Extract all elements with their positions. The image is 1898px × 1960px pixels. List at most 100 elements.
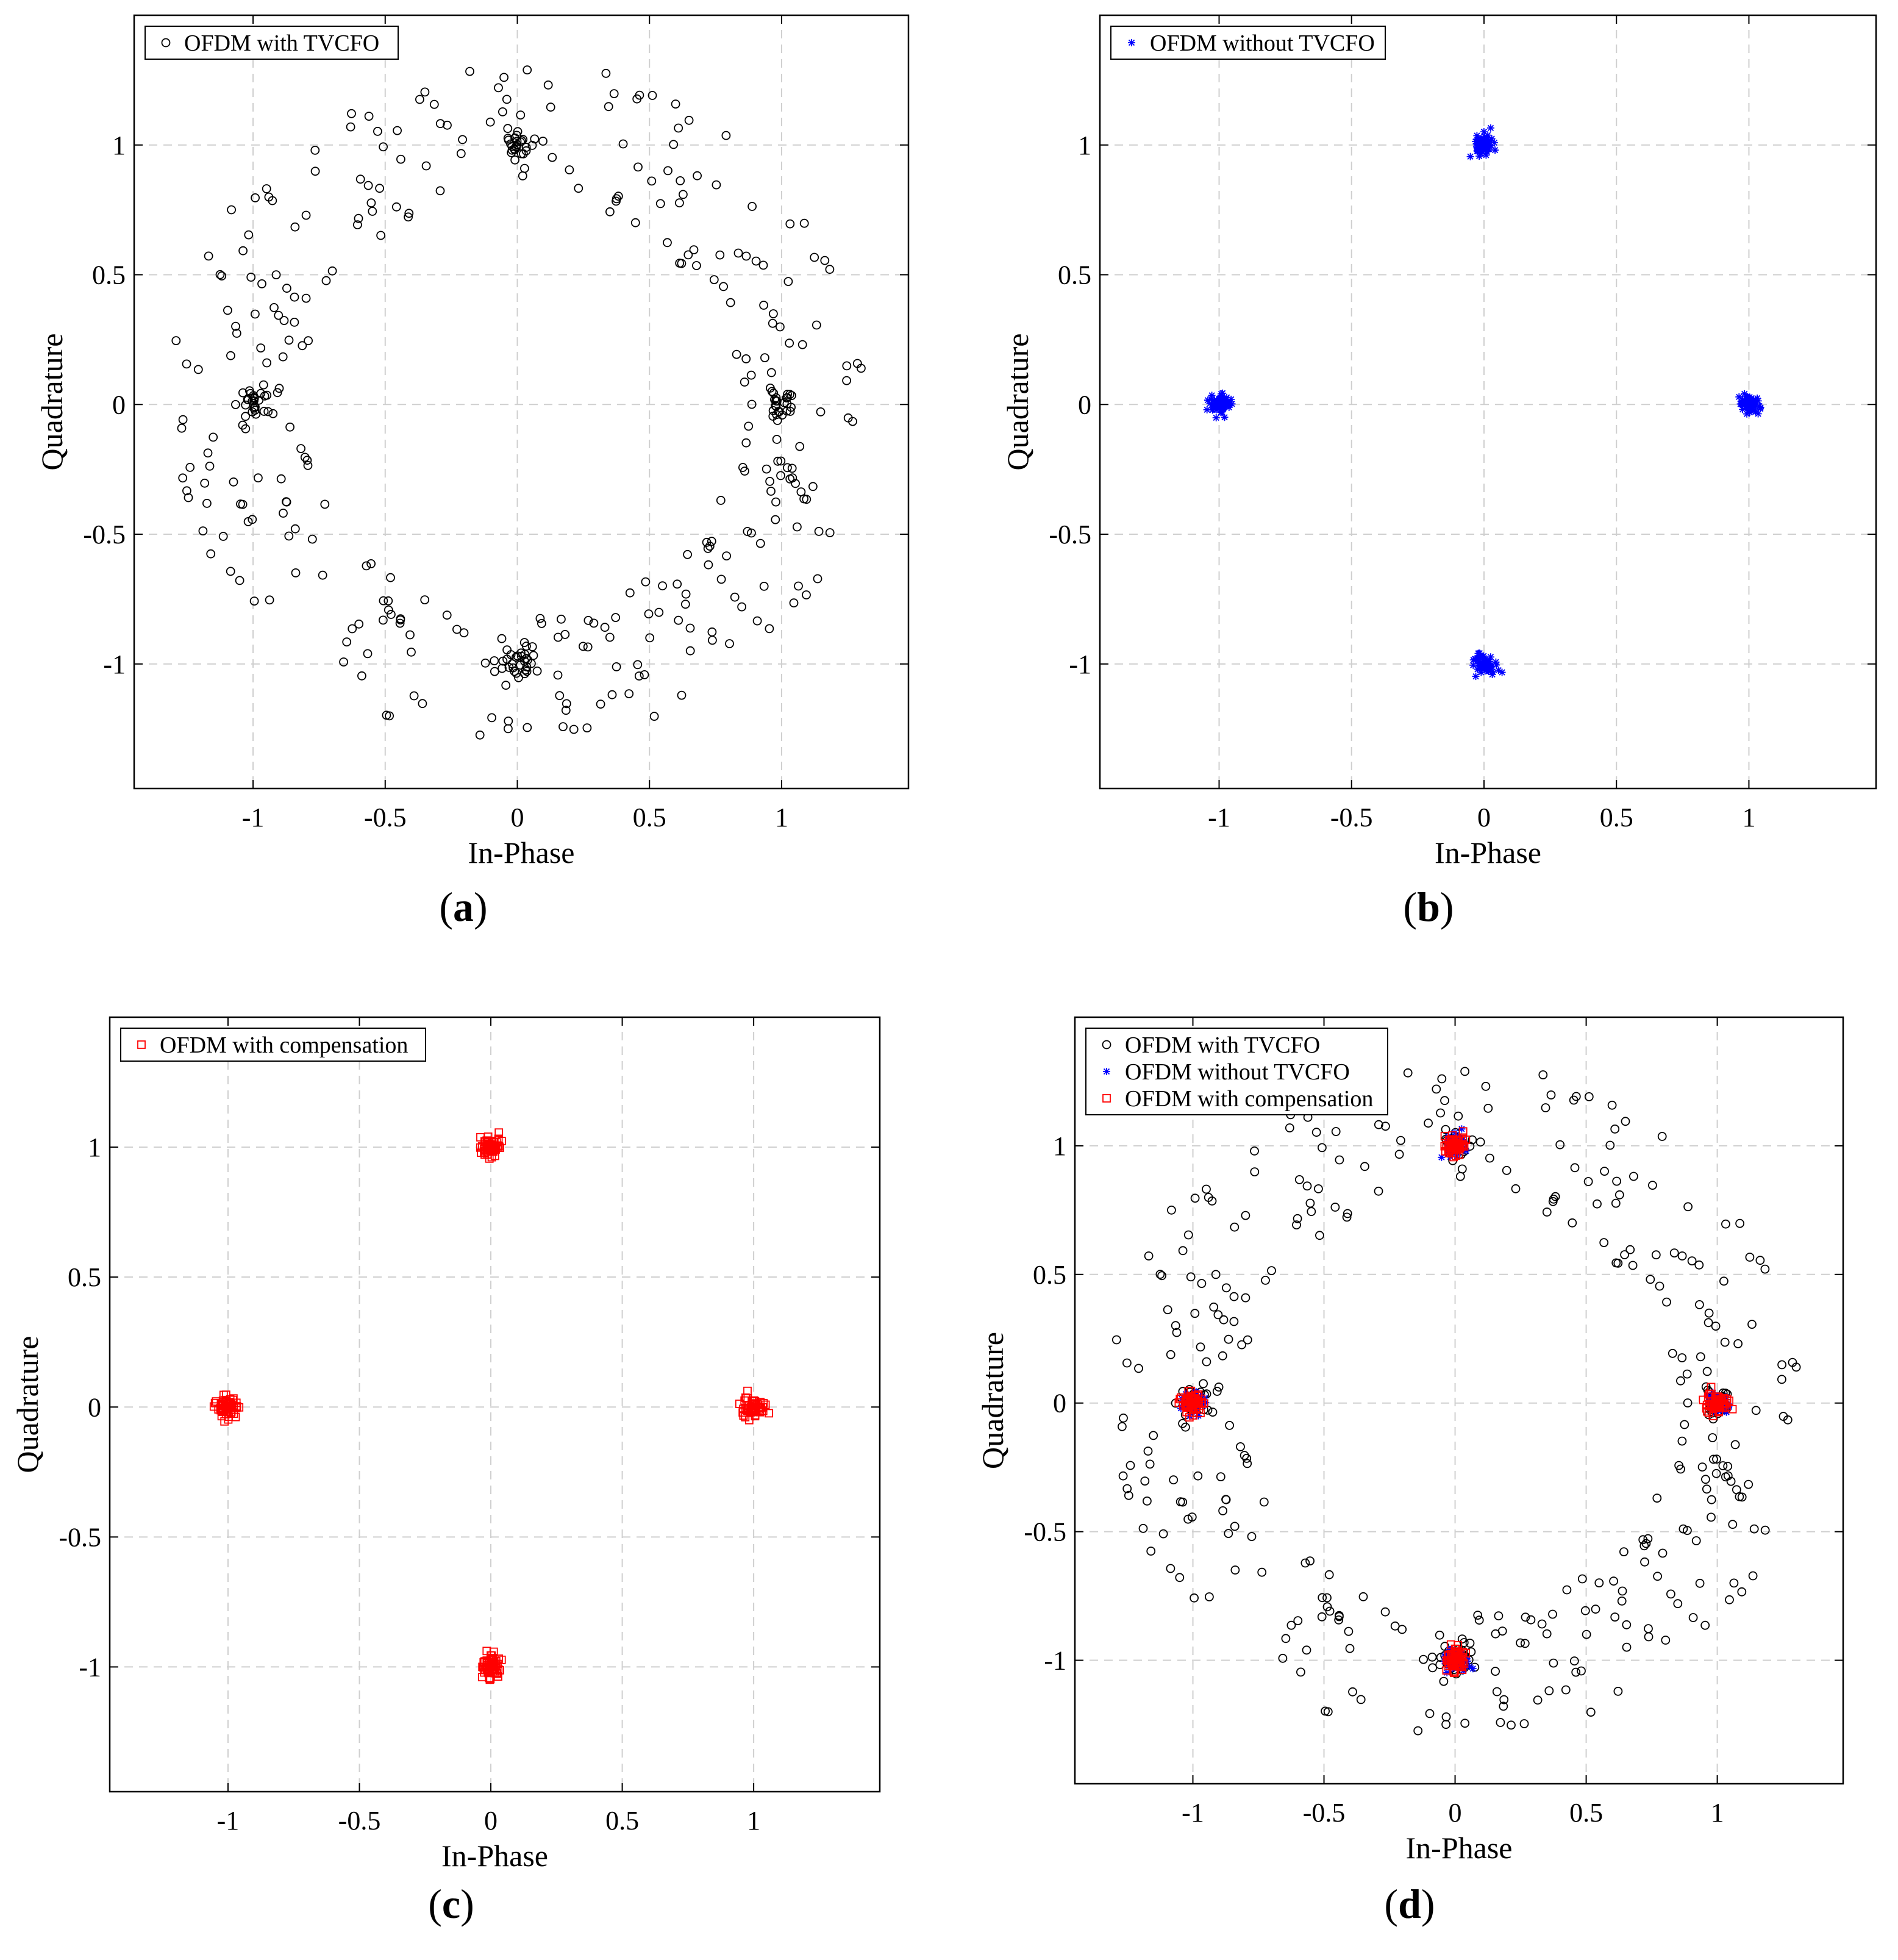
data-point bbox=[452, 624, 462, 634]
data-point bbox=[1243, 1335, 1252, 1345]
data-point bbox=[618, 139, 628, 149]
data-point bbox=[278, 352, 288, 362]
data-point bbox=[502, 95, 512, 104]
data-point bbox=[675, 198, 684, 208]
y-tick-label: 0.5 bbox=[1033, 1260, 1066, 1290]
data-point bbox=[1473, 132, 1481, 140]
data-point bbox=[1499, 1701, 1508, 1711]
data-point bbox=[537, 619, 546, 628]
data-point bbox=[1102, 1040, 1111, 1050]
data-point bbox=[368, 207, 377, 216]
x-tick-label: 0.5 bbox=[1600, 803, 1633, 832]
data-point bbox=[744, 1406, 753, 1415]
data-point bbox=[1342, 1212, 1352, 1222]
data-point bbox=[458, 135, 467, 145]
data-point bbox=[1296, 1667, 1305, 1677]
data-point bbox=[1118, 1422, 1127, 1431]
data-point bbox=[1149, 1431, 1158, 1440]
data-point bbox=[1661, 1636, 1671, 1645]
data-point bbox=[512, 131, 521, 140]
data-point bbox=[582, 723, 592, 732]
caption-close: ) bbox=[1421, 1881, 1435, 1927]
data-point bbox=[513, 651, 523, 660]
data-point bbox=[274, 384, 284, 393]
data-point bbox=[1612, 1176, 1622, 1186]
data-point bbox=[203, 448, 213, 458]
data-point bbox=[1583, 1177, 1593, 1186]
data-point bbox=[198, 526, 208, 535]
data-point bbox=[1302, 1645, 1311, 1655]
x-tick-label: 0.5 bbox=[1569, 1798, 1603, 1828]
legend-box bbox=[120, 1028, 426, 1062]
data-point bbox=[1680, 1420, 1689, 1429]
data-point bbox=[494, 1128, 504, 1137]
data-point bbox=[1441, 1125, 1450, 1134]
data-point bbox=[1216, 1472, 1225, 1482]
caption-letter: b bbox=[1417, 884, 1440, 930]
data-point bbox=[1204, 396, 1211, 404]
data-point bbox=[257, 279, 266, 288]
data-point bbox=[1548, 1609, 1557, 1619]
data-point bbox=[1215, 399, 1222, 407]
data-point bbox=[290, 318, 299, 327]
data-point bbox=[499, 73, 508, 82]
data-point bbox=[1390, 1621, 1400, 1631]
data-point bbox=[307, 534, 317, 544]
data-point bbox=[1427, 1652, 1437, 1662]
data-point bbox=[1212, 414, 1220, 421]
data-point bbox=[1677, 1353, 1687, 1362]
x-tick-label: -0.5 bbox=[338, 1806, 381, 1836]
y-tick-label: 1 bbox=[112, 131, 126, 160]
data-point bbox=[1745, 407, 1753, 415]
data-point bbox=[1726, 1476, 1736, 1486]
data-point bbox=[1718, 1461, 1728, 1470]
data-point bbox=[726, 298, 735, 307]
data-point bbox=[1480, 128, 1488, 136]
data-point bbox=[671, 99, 680, 109]
data-point bbox=[680, 599, 690, 609]
data-point bbox=[238, 246, 248, 256]
data-point bbox=[555, 691, 565, 701]
data-point bbox=[1322, 1602, 1332, 1612]
data-point bbox=[683, 549, 692, 559]
data-point bbox=[1208, 392, 1216, 399]
data-point bbox=[235, 576, 244, 585]
data-point bbox=[1666, 1589, 1675, 1599]
data-point bbox=[799, 218, 809, 228]
data-point bbox=[843, 413, 853, 423]
data-point bbox=[1281, 1634, 1291, 1643]
data-point bbox=[1428, 1663, 1438, 1673]
data-point bbox=[1625, 1245, 1635, 1254]
data-point bbox=[1737, 1492, 1747, 1502]
data-point bbox=[405, 630, 415, 640]
plot-frame bbox=[109, 1016, 881, 1793]
data-point bbox=[1197, 1279, 1207, 1289]
data-point bbox=[1679, 1524, 1688, 1534]
panel-caption: (c) bbox=[428, 1881, 474, 1927]
data-point bbox=[649, 712, 659, 721]
data-point bbox=[1220, 402, 1228, 410]
data-point bbox=[271, 270, 281, 280]
y-tick-label: -1 bbox=[79, 1652, 101, 1682]
data-point bbox=[1611, 1198, 1621, 1208]
data-point bbox=[1325, 1606, 1335, 1616]
data-point bbox=[1324, 1570, 1334, 1579]
data-point bbox=[1217, 409, 1225, 417]
data-point bbox=[1194, 1412, 1202, 1420]
data-point bbox=[1711, 1322, 1721, 1331]
data-point bbox=[386, 573, 395, 582]
data-point bbox=[219, 1407, 228, 1416]
data-point bbox=[765, 624, 774, 634]
data-point bbox=[1360, 1162, 1369, 1171]
data-point bbox=[521, 146, 531, 156]
data-point bbox=[1435, 1630, 1444, 1640]
data-point bbox=[182, 486, 191, 496]
data-point bbox=[1178, 1497, 1188, 1507]
data-point bbox=[339, 657, 348, 667]
data-point bbox=[376, 231, 385, 240]
data-point bbox=[1526, 1615, 1536, 1625]
data-point bbox=[523, 65, 532, 75]
data-point bbox=[1212, 1387, 1222, 1396]
data-point bbox=[1419, 1654, 1429, 1664]
data-point bbox=[1653, 1572, 1663, 1581]
